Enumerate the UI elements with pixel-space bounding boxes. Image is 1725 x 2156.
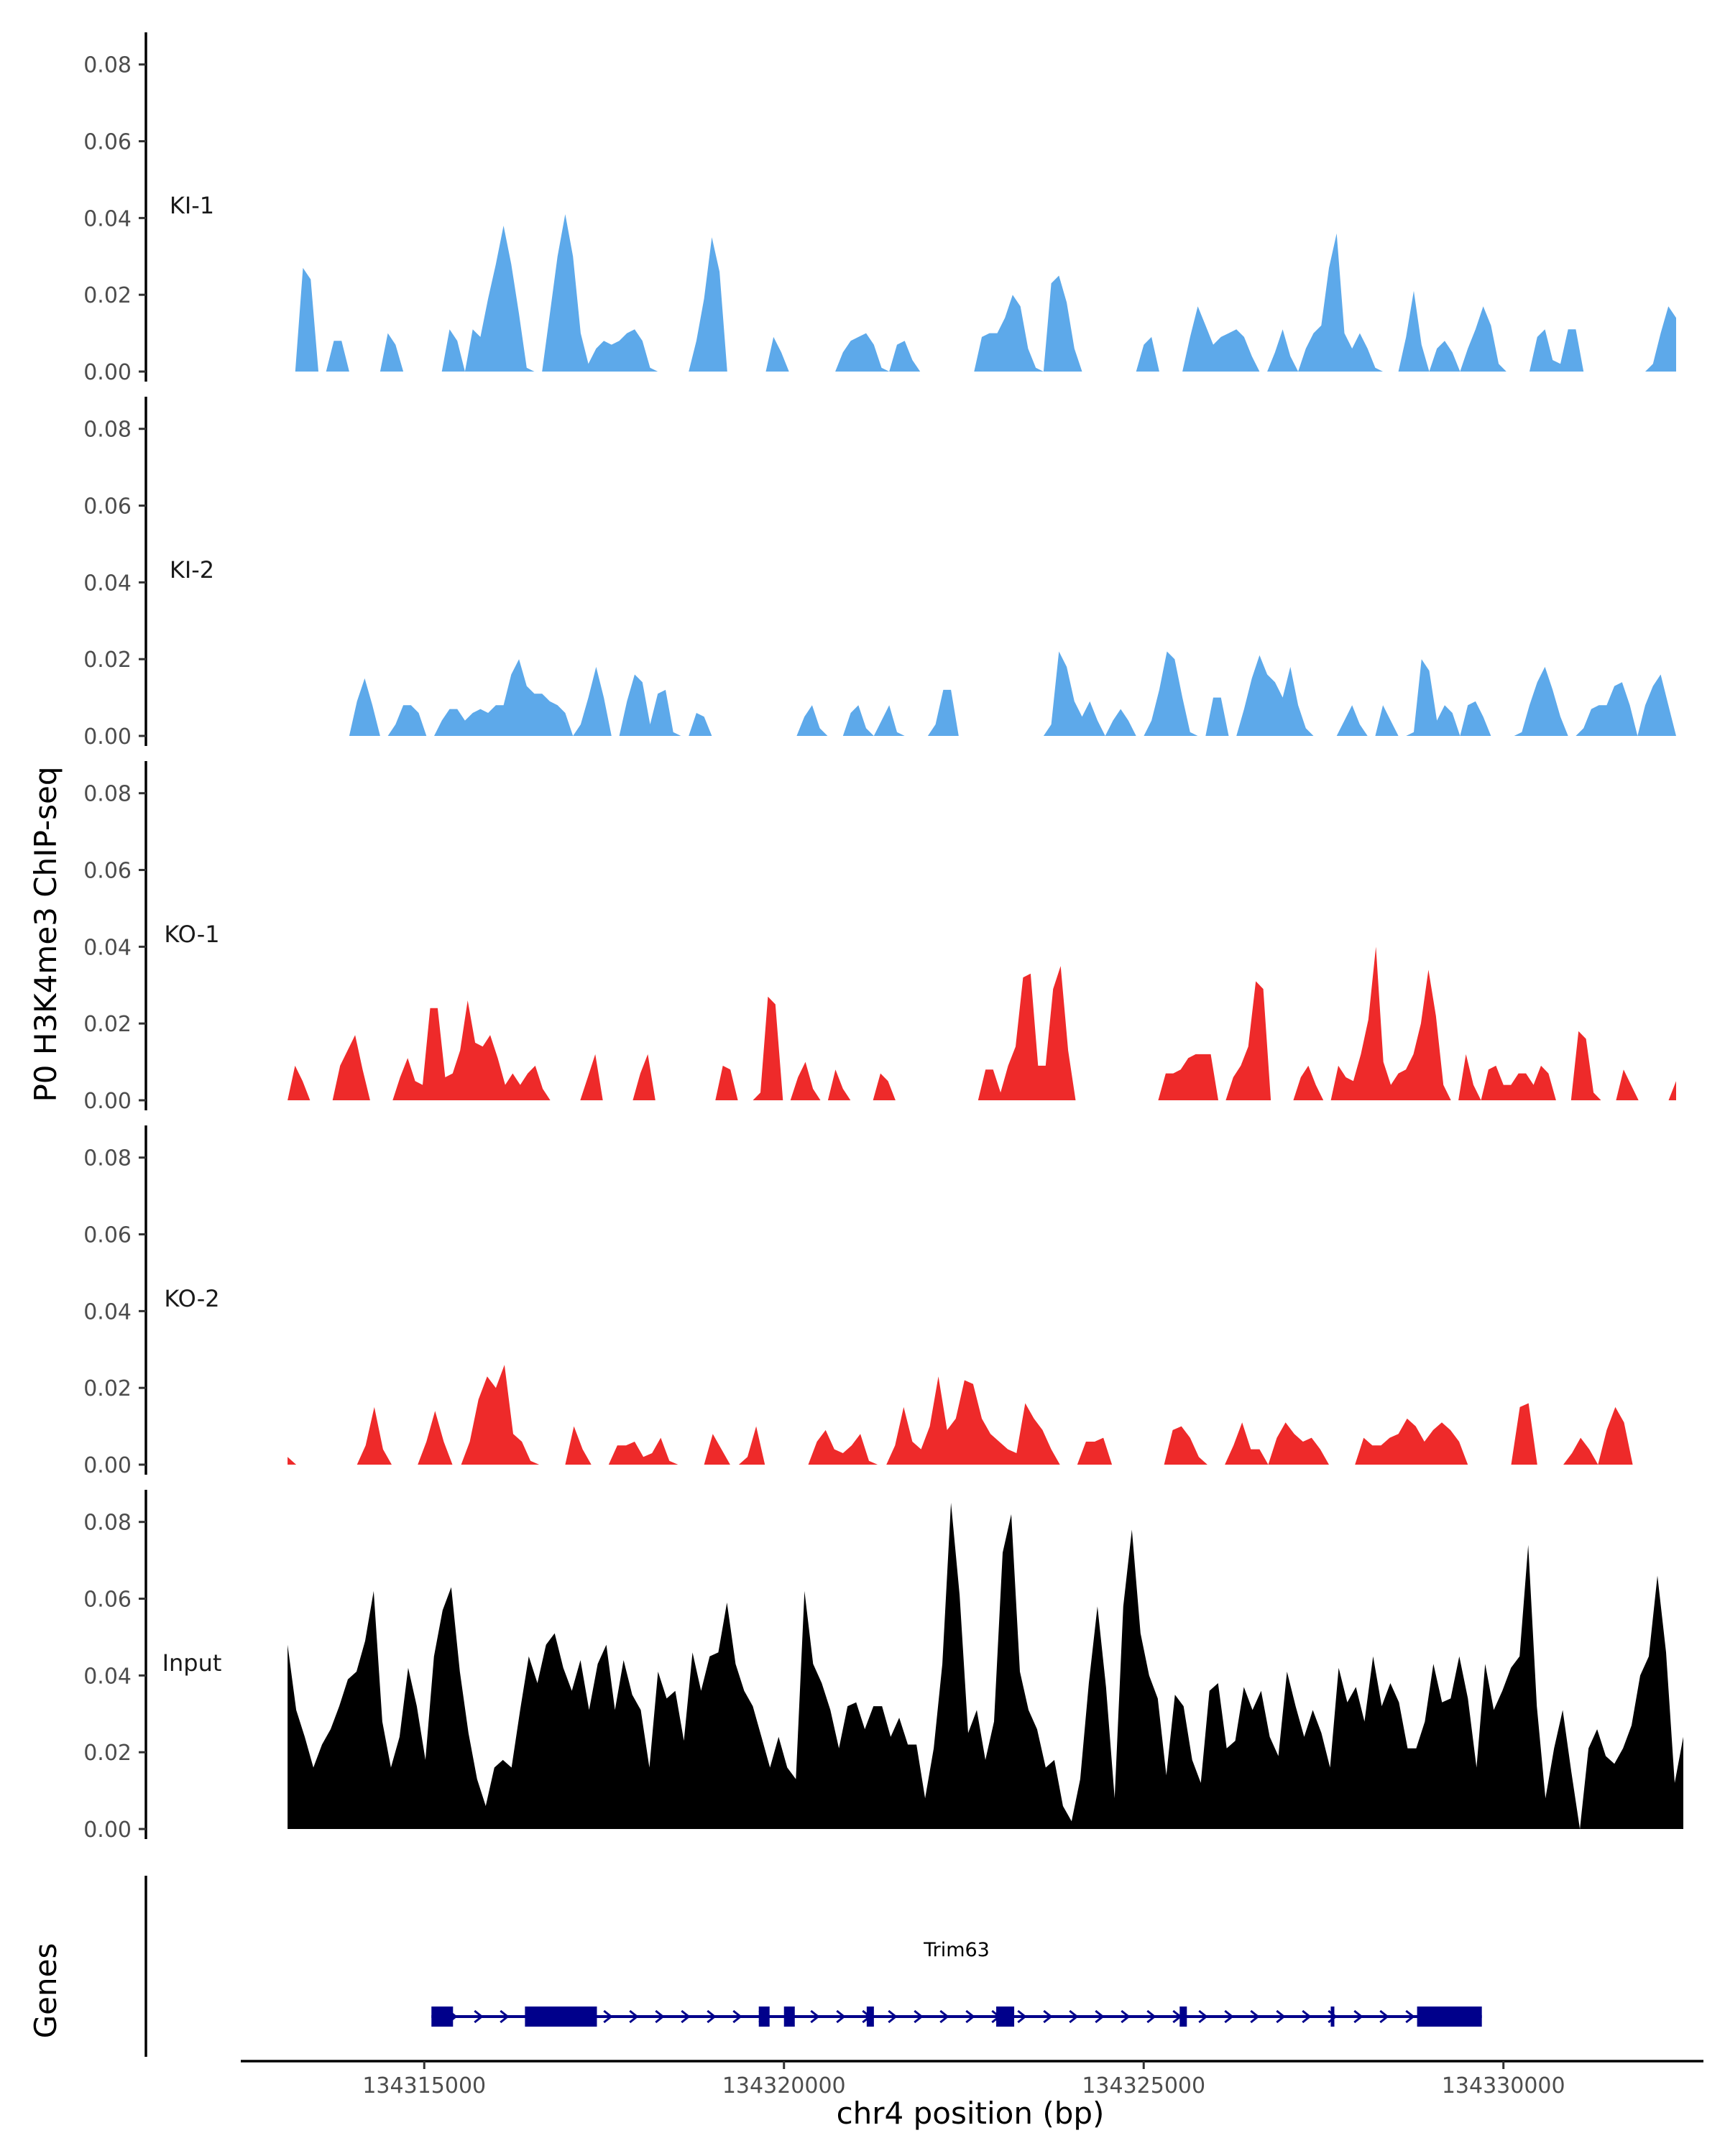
x-tick-label: 134330000 bbox=[1442, 2073, 1565, 2099]
gene-track: Trim63 bbox=[144, 1876, 1482, 2057]
x-axis-title: chr4 position (bp) bbox=[837, 2096, 1105, 2131]
strand-arrow bbox=[1017, 2009, 1027, 2024]
x-tick-label: 134315000 bbox=[362, 2073, 486, 2099]
strand-arrow bbox=[888, 2009, 898, 2024]
strand-arrow bbox=[732, 2009, 742, 2024]
strand-arrow bbox=[1353, 2009, 1363, 2024]
strand-arrow bbox=[810, 2009, 820, 2024]
track-panel-ko-2: 0.00 0.02 0.04 0.06 0.08 KO-2 bbox=[83, 1125, 1677, 1478]
y-tick-label: 0.08 bbox=[83, 782, 132, 807]
panel-label: Input bbox=[162, 1649, 222, 1677]
strand-arrow bbox=[939, 2009, 949, 2024]
panel-label: KO-2 bbox=[164, 1285, 219, 1312]
gene-exon bbox=[525, 2007, 597, 2027]
strand-arrow bbox=[707, 2009, 717, 2024]
y-tick-label: 0.06 bbox=[83, 130, 132, 155]
strand-arrow bbox=[1146, 2009, 1156, 2024]
y-tick-label: 0.06 bbox=[83, 494, 132, 520]
y-tick-label: 0.00 bbox=[83, 360, 132, 385]
signal-area-ko-2 bbox=[288, 1365, 1677, 1465]
strand-arrow bbox=[1224, 2009, 1234, 2024]
chip-seq-tracks: 0.00 0.02 0.04 0.06 0.08 KI-1 0.00 0.02 0.04 0.06… bbox=[83, 32, 1684, 1843]
panel-label: KO-1 bbox=[164, 921, 219, 948]
y-tick-label: 0.08 bbox=[83, 53, 132, 78]
strand-arrow bbox=[1379, 2009, 1389, 2024]
track-panel-ki-1: 0.00 0.02 0.04 0.06 0.08 KI-1 bbox=[83, 32, 1677, 385]
y-tick-label: 0.04 bbox=[83, 206, 132, 231]
y-tick-label: 0.06 bbox=[83, 1588, 132, 1613]
strand-arrow bbox=[965, 2009, 975, 2024]
signal-area-input bbox=[288, 1503, 1684, 1829]
signal-area-ki-1 bbox=[288, 214, 1677, 372]
y-tick-label: 0.04 bbox=[83, 1299, 132, 1325]
y-tick-label: 0.08 bbox=[83, 418, 132, 443]
strand-arrow bbox=[603, 2009, 613, 2024]
y-axis-title: P0 H3K4me3 ChIP-seq bbox=[28, 766, 63, 1102]
x-tick-label: 134325000 bbox=[1082, 2073, 1205, 2099]
y-tick-label: 0.02 bbox=[83, 1741, 132, 1766]
gene-exon bbox=[996, 2007, 1015, 2027]
y-tick-label: 0.02 bbox=[83, 283, 132, 308]
strand-arrow bbox=[474, 2009, 484, 2024]
strand-arrow bbox=[1276, 2009, 1286, 2024]
genes-axis-title: Genes bbox=[28, 1943, 63, 2039]
signal-area-ko-1 bbox=[288, 946, 1677, 1100]
y-tick-label: 0.02 bbox=[83, 1012, 132, 1037]
y-tick-label: 0.04 bbox=[83, 1664, 132, 1689]
strand-arrow bbox=[655, 2009, 665, 2024]
y-tick-label: 0.02 bbox=[83, 1376, 132, 1401]
strand-arrow bbox=[1069, 2009, 1079, 2024]
y-tick-label: 0.06 bbox=[83, 1223, 132, 1248]
strand-arrow bbox=[1302, 2009, 1312, 2024]
y-tick-label: 0.04 bbox=[83, 571, 132, 596]
y-tick-label: 0.08 bbox=[83, 1146, 132, 1171]
gene-exon bbox=[783, 2007, 795, 2027]
gene-exon bbox=[1417, 2007, 1482, 2027]
gene-exon bbox=[431, 2007, 454, 2027]
y-tick-label: 0.02 bbox=[83, 648, 132, 673]
y-tick-label: 0.00 bbox=[83, 1818, 132, 1843]
gene-model-trim63: Trim63 bbox=[431, 1939, 1482, 2027]
strand-arrow bbox=[1095, 2009, 1105, 2024]
strand-arrow bbox=[500, 2009, 510, 2024]
gene-exon bbox=[1330, 2007, 1335, 2027]
track-panel-input: 0.00 0.02 0.04 0.06 0.08 Input bbox=[83, 1490, 1684, 1843]
y-tick-label: 0.06 bbox=[83, 859, 132, 884]
y-tick-label: 0.00 bbox=[83, 1089, 132, 1114]
gene-exon bbox=[1179, 2007, 1187, 2027]
gene-exon bbox=[758, 2007, 770, 2027]
strand-arrow bbox=[1121, 2009, 1131, 2024]
track-panel-ko-1: 0.00 0.02 0.04 0.06 0.08 KO-1 bbox=[83, 761, 1677, 1114]
track-panel-ki-2: 0.00 0.02 0.04 0.06 0.08 KI-2 bbox=[83, 397, 1677, 750]
x-tick-label: 134320000 bbox=[722, 2073, 846, 2099]
strand-arrow bbox=[836, 2009, 846, 2024]
strand-arrow bbox=[681, 2009, 691, 2024]
y-tick-label: 0.04 bbox=[83, 935, 132, 960]
strand-arrow bbox=[1043, 2009, 1053, 2024]
strand-arrow bbox=[914, 2009, 924, 2024]
signal-area-ki-2 bbox=[288, 651, 1677, 736]
strand-arrow bbox=[1250, 2009, 1260, 2024]
gene-exon bbox=[866, 2007, 874, 2027]
y-tick-label: 0.00 bbox=[83, 1453, 132, 1478]
strand-arrow bbox=[629, 2009, 639, 2024]
strand-arrow bbox=[1198, 2009, 1208, 2024]
strand-arrow bbox=[1405, 2009, 1415, 2024]
y-tick-label: 0.08 bbox=[83, 1511, 132, 1536]
gene-name-label: Trim63 bbox=[923, 1939, 990, 1961]
panel-label: KI-1 bbox=[170, 192, 214, 219]
panel-label: KI-2 bbox=[170, 556, 214, 584]
y-tick-label: 0.00 bbox=[83, 724, 132, 750]
x-axis: 134315000 134320000 134325000 134330000 bbox=[241, 2060, 1703, 2099]
